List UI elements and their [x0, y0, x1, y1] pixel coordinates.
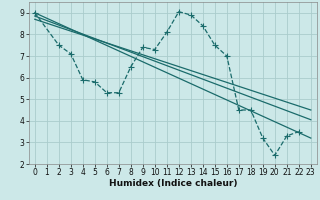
X-axis label: Humidex (Indice chaleur): Humidex (Indice chaleur): [108, 179, 237, 188]
